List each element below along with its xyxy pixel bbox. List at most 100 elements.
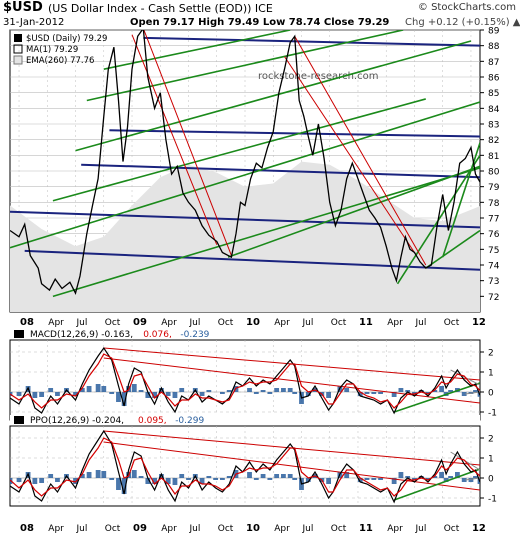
ppo-histogram-bar (16, 478, 22, 482)
price-trendline-red (131, 34, 218, 245)
price-y-tick-label: 73 (488, 277, 499, 287)
ppo-histogram-bar (109, 478, 115, 480)
price-trendline-blue (143, 36, 480, 47)
ppo-histogram-bar (172, 478, 178, 485)
macd-legend-histogram: -0.239 (180, 330, 209, 340)
macd-histogram-bar (412, 392, 417, 394)
macd-histogram-bar (418, 390, 424, 392)
ppo-legend-histogram: -0.299 (175, 416, 204, 426)
macd-histogram-bar (172, 392, 178, 398)
ppo-histogram-bar (260, 474, 266, 478)
ppo-y-tick-label: -1 (488, 495, 497, 505)
price-trendline-blue (24, 249, 480, 271)
macd-histogram-bar (220, 392, 225, 394)
macd-histogram-bar (39, 392, 45, 397)
ppo-histogram-bar (48, 474, 54, 478)
ppo-histogram-bar (364, 478, 370, 480)
brand-label: © StockCharts.com (417, 2, 516, 13)
ppo-histogram-bar (186, 478, 191, 480)
macd-histogram-bar (391, 392, 397, 397)
x-tick-label-bottom: Jul (189, 524, 201, 534)
macd-legend-value: MACD(12,26,9) -0.163, (30, 330, 133, 340)
quote-date: 31-Jan-2012 (3, 17, 65, 28)
macd-histogram-bar (79, 388, 85, 392)
ppo-histogram-bar (158, 474, 164, 478)
ppo-histogram-bar (32, 478, 38, 484)
ppo-histogram-bar (425, 478, 431, 480)
ppo-histogram-bar (55, 478, 60, 482)
macd-histogram-bar (274, 388, 280, 392)
ppo-histogram-bar (344, 472, 350, 478)
ppo-y-tick-label: 0 (488, 475, 494, 485)
price-y-tick-label: 77 (488, 215, 499, 225)
ppo-histogram-bar (213, 478, 219, 480)
ppo-histogram-bar (95, 470, 101, 478)
macd-histogram-bar (48, 388, 54, 392)
ppo-plot-area (10, 429, 480, 504)
macd-histogram-bar (247, 388, 252, 392)
macd-histogram-bar (267, 392, 273, 394)
macd-histogram-bar (145, 392, 151, 398)
ppo-series-signal (10, 437, 480, 497)
price-trendline-green (75, 40, 472, 152)
ppo-histogram-bar (461, 478, 467, 482)
macd-histogram-bar (179, 388, 185, 392)
ppo-legend-swatch (14, 416, 24, 424)
price-trendline-green (86, 30, 404, 102)
macd-histogram-bar (371, 392, 377, 394)
macd-histogram-bar (138, 390, 144, 392)
price-y-tick-label: 80 (488, 168, 500, 178)
x-tick-label-bottom: Apr (48, 524, 64, 534)
macd-legend-signal: 0.076, (143, 330, 172, 340)
price-trendline-blue (10, 210, 480, 229)
x-tick-label-bottom: 11 (359, 523, 373, 534)
macd-histogram-bar (73, 392, 78, 396)
legend-swatch-price (14, 34, 22, 42)
macd-histogram-bar (448, 390, 454, 392)
price-y-tick-label: 78 (488, 199, 500, 209)
ppo-histogram-bar (39, 478, 45, 483)
ppo-histogram-bar (473, 476, 478, 478)
ppo-histogram-bar (274, 474, 280, 478)
x-tick-label: 10 (246, 317, 260, 328)
macd-histogram-bar (425, 392, 431, 394)
price-y-tick-label: 89 (488, 27, 500, 37)
macd-histogram-bar (477, 392, 480, 397)
ppo-histogram-bar (448, 476, 454, 478)
macd-histogram-bar (226, 390, 232, 392)
ppo-trendline-green (393, 468, 480, 501)
x-tick-label-bottom: Oct (218, 524, 234, 534)
macd-histogram-bar (260, 390, 266, 392)
price-y-tick-label: 85 (488, 89, 499, 99)
price-trendline-green (52, 167, 480, 298)
x-tick-label: Jul (414, 318, 426, 328)
price-y-tick-label: 76 (488, 230, 500, 240)
ppo-histogram-bar (199, 478, 205, 484)
ppo-histogram-bar (292, 478, 298, 480)
price-trendline-green (425, 229, 480, 269)
ppo-trendline-gray (465, 477, 480, 481)
ppo-histogram-bar (357, 478, 363, 482)
macd-histogram-bar (10, 392, 13, 396)
macd-y-tick-label: 2 (488, 349, 494, 359)
macd-y-tick-label: 1 (488, 369, 494, 379)
ppo-histogram-bar (73, 478, 78, 484)
macd-histogram-bar (206, 390, 212, 392)
x-tick-label: Jul (76, 318, 88, 328)
macd-histogram-bar (158, 388, 164, 392)
x-tick-label-bottom: Apr (274, 524, 290, 534)
ppo-histogram-bar (116, 478, 121, 490)
x-tick-label-bottom: Oct (331, 524, 347, 534)
price-trendline-green (227, 165, 480, 258)
ppo-y-tick-label: 2 (488, 435, 494, 445)
macd-histogram-bar (121, 392, 127, 406)
price-trendline-red (294, 36, 427, 266)
macd-histogram-bar (287, 388, 293, 392)
ppo-histogram-bar (101, 471, 107, 478)
macd-histogram-bar (281, 388, 286, 392)
macd-series-signal (10, 353, 480, 409)
legend-swatch-ema (13, 55, 23, 65)
ppo-histogram-bar (226, 476, 232, 478)
ppo-histogram-bar (412, 478, 417, 480)
